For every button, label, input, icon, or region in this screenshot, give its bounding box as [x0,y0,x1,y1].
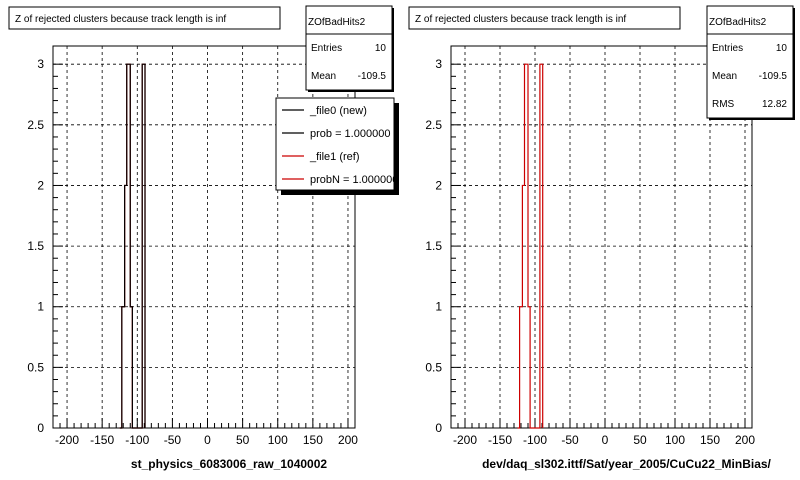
x-axis-label: st_physics_6083006_raw_1040002 [131,457,327,471]
y-tick-label: 1.5 [27,239,44,253]
chart-title: Z of rejected clusters because track len… [415,14,626,25]
stats-value: 10 [375,43,387,54]
histogram-series-1 [517,63,544,429]
x-tick-label: 100 [665,433,685,447]
stats-box [706,5,794,119]
x-tick-label: -50 [561,433,579,447]
x-tick-label: 200 [338,433,358,447]
x-tick-label: -150 [90,433,114,447]
stats-value: 10 [776,43,788,54]
legend-box [275,97,395,191]
stats-value: -109.5 [358,71,387,82]
y-tick-label: 3 [37,57,44,71]
histogram-series-2 [119,63,146,429]
x-axis-label: dev/daq_sl302.ittf/Sat/year_2005/CuCu22_… [482,457,771,471]
x-tick-label: -150 [488,433,512,447]
stats-value: 12.82 [762,99,787,110]
stats-name: ZOfBadHits2 [709,17,767,28]
x-tick-label: 50 [633,433,647,447]
y-tick-label: 2.5 [27,118,44,132]
y-tick-label: 0.5 [425,360,442,374]
x-tick-label: -100 [125,433,149,447]
stats-box [305,5,393,91]
x-tick-label: 100 [268,433,288,447]
x-tick-label: -100 [523,433,547,447]
x-tick-label: -200 [453,433,477,447]
y-tick-label: 0.5 [27,360,44,374]
title-box [408,6,681,30]
x-tick-label: -200 [55,433,79,447]
y-tick-label: 2 [435,178,442,192]
x-tick-label: 200 [735,433,755,447]
legend-entry: _file0 (new) [309,105,367,117]
plot-frame [450,45,753,429]
legend-entry: prob = 1.000000 [310,128,390,140]
stats-name: ZOfBadHits2 [308,17,366,28]
stats-label: Entries [311,43,342,54]
legend-entry: _file1 (ref) [309,151,360,163]
x-tick-label: 50 [236,433,250,447]
y-tick-label: 0 [435,421,442,435]
x-tick-label: 150 [303,433,323,447]
y-tick-label: 0 [37,421,44,435]
stats-label: Mean [311,71,336,82]
title-box [8,6,281,30]
panel-2: -200 -150 -100 -50 0 50 100 150 200 0 0.5 1 1.5 2 2.5 3… [408,5,795,471]
stats-value: -109.5 [759,71,788,82]
x-tick-label: 150 [700,433,720,447]
stats-label: Entries [712,43,743,54]
y-tick-label: 3 [435,57,442,71]
chart-title: Z of rejected clusters because track len… [15,14,226,25]
panel-1: -200 -150 -100 -50 0 50 100 150 200 0 0.5 1 1.5 2 2.5 3… [8,5,399,471]
y-tick-label: 1 [37,300,44,314]
y-tick-label: 1.5 [425,239,442,253]
x-tick-label: 0 [602,433,609,447]
x-tick-label: 0 [204,433,211,447]
legend-entry: probN = 1.000000 [310,174,398,186]
y-tick-label: 2 [37,178,44,192]
y-tick-label: 2.5 [425,118,442,132]
stats-label: Mean [712,71,737,82]
y-tick-label: 1 [435,300,442,314]
x-tick-label: -50 [164,433,182,447]
stats-label: RMS [712,99,735,110]
